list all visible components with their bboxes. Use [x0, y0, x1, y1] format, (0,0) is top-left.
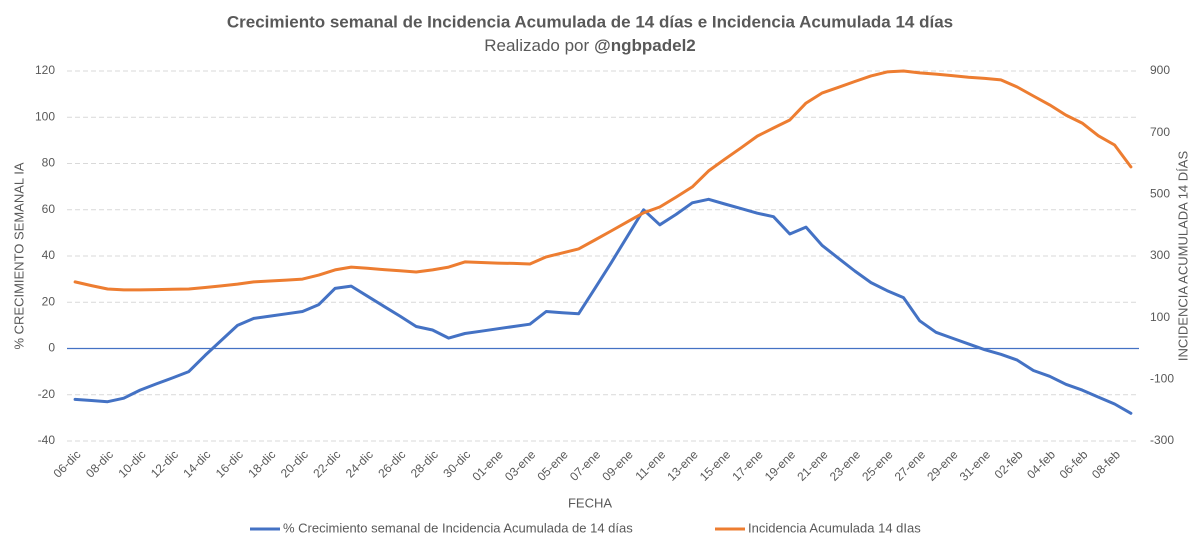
x-tick-label: 01-ene — [469, 447, 506, 484]
x-tick-label: 27-ene — [892, 447, 929, 484]
x-tick-label: 19-ene — [762, 447, 799, 484]
x-tick-label: 08-dic — [83, 447, 116, 480]
x-tick-label: 22-dic — [310, 447, 343, 480]
chart-subtitle: Realizado por @ngbpadel2 — [484, 36, 696, 55]
series-line — [73, 69, 1133, 292]
x-tick-label: 16-dic — [213, 447, 246, 480]
y-tick-label: 20 — [42, 294, 56, 308]
x-tick-label: 25-ene — [859, 447, 896, 484]
x-tick-label: 12-dic — [148, 447, 181, 480]
x-tick-label: 28-dic — [408, 447, 441, 480]
x-axis-title: FECHA — [568, 495, 612, 510]
x-tick-label: 26-dic — [375, 447, 408, 480]
x-tick-label: 09-ene — [599, 447, 636, 484]
y2-tick-label: 500 — [1150, 187, 1170, 201]
legend-label: Incidencia Acumulada 14 dIas — [748, 520, 921, 535]
y-tick-label: -20 — [38, 387, 56, 401]
subtitle-handle: @ngbpadel2 — [594, 36, 696, 55]
y2-tick-label: 700 — [1150, 125, 1170, 139]
y-tick-label: 60 — [42, 202, 56, 216]
y2-tick-label: -100 — [1150, 372, 1174, 386]
x-tick-label: 15-ene — [697, 447, 734, 484]
x-tick-label: 06-dic — [50, 447, 83, 480]
subtitle-text: Realizado por — [484, 36, 589, 55]
x-tick-label: 07-ene — [567, 447, 604, 484]
y-tick-label: -40 — [38, 433, 56, 447]
x-tick-label: 30-dic — [440, 447, 473, 480]
y2-tick-label: 900 — [1150, 63, 1170, 77]
y-tick-label: 80 — [42, 156, 56, 170]
x-tick-label: 08-feb — [1089, 447, 1123, 481]
x-tick-label: 17-ene — [729, 447, 766, 484]
x-tick-label: 13-ene — [664, 447, 701, 484]
x-tick-label: 04-feb — [1024, 447, 1058, 481]
y-tick-label: 120 — [35, 63, 55, 77]
x-tick-label: 20-dic — [278, 447, 311, 480]
x-tick-label: 05-ene — [534, 447, 571, 484]
x-tick-label: 03-ene — [502, 447, 539, 484]
x-tick-label: 14-dic — [180, 447, 213, 480]
series-line — [73, 197, 1133, 415]
x-tick-label: 31-ene — [957, 447, 994, 484]
y2-tick-label: -300 — [1150, 433, 1174, 447]
x-tick-label: 02-feb — [992, 447, 1026, 481]
y-tick-label: 100 — [35, 109, 55, 123]
x-tick-label: 11-ene — [633, 447, 669, 483]
y-axis-title: % CRECIMIENTO SEMANAL IA — [11, 162, 26, 349]
x-tick-label: 10-dic — [115, 447, 148, 480]
x-tick-label: 18-dic — [245, 447, 278, 480]
x-tick-label: 24-dic — [343, 447, 376, 480]
chart-title: Crecimiento semanal de Incidencia Acumul… — [227, 12, 953, 31]
y2-tick-label: 100 — [1150, 310, 1170, 324]
x-tick-label: 06-feb — [1057, 447, 1091, 481]
x-tick-label: 21-ene — [794, 447, 831, 484]
y2-axis-title: INCIDENCIA ACUMULADA 14 DÍAS — [1175, 151, 1190, 362]
legend-label: % Crecimiento semanal de Incidencia Acum… — [283, 520, 633, 535]
y2-tick-label: 300 — [1150, 248, 1170, 262]
x-tick-label: 29-ene — [924, 447, 961, 484]
x-tick-label: 23-ene — [827, 447, 864, 484]
y-tick-label: 0 — [48, 341, 55, 355]
y-tick-label: 40 — [42, 248, 56, 262]
